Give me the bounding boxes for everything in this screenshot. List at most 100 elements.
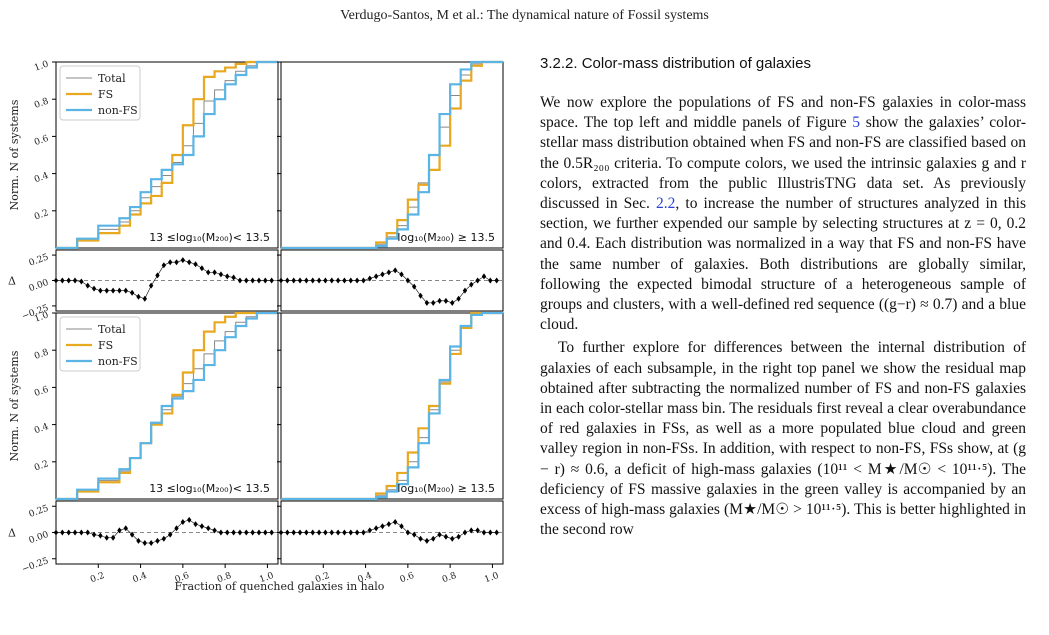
residual-point	[361, 529, 366, 536]
residual-point	[437, 297, 442, 304]
residual-point	[386, 269, 392, 276]
residual-point	[380, 523, 385, 530]
y-axis-label: Norm. N of systems	[8, 350, 21, 461]
panel-mass-label: log₁₀(M₂₀₀) ≥ 13.5	[397, 231, 495, 244]
panel-frame	[55, 312, 279, 500]
series-nonfs-line	[281, 60, 503, 250]
residual-point	[348, 529, 353, 536]
section-heading: 3.2.2. Color-mass distribution of galaxi…	[540, 55, 811, 72]
residual-point	[161, 262, 167, 269]
residual-point	[218, 529, 224, 536]
residual-point	[475, 527, 480, 534]
panel-frame	[280, 61, 504, 249]
series-total-line	[281, 312, 503, 500]
series-fs-line	[56, 60, 278, 250]
legend-label: FS	[98, 339, 113, 352]
residual-point	[110, 287, 116, 294]
residual-point	[155, 537, 160, 544]
panel-mass-label: log₁₀(M₂₀₀) ≥ 13.5	[397, 482, 495, 495]
residual-point	[367, 527, 372, 534]
residual-point	[180, 257, 186, 264]
residual-point	[456, 533, 461, 540]
residual-point	[323, 529, 328, 536]
residual-point	[329, 277, 334, 284]
residual-point	[310, 277, 315, 284]
series-fs-line	[281, 311, 503, 501]
residual-point	[66, 529, 71, 536]
legend-label: non-FS	[98, 355, 138, 368]
residual-point	[117, 527, 122, 534]
y-tick-label: 0.2	[33, 208, 50, 222]
residual-point	[386, 521, 392, 528]
residual-point	[263, 529, 268, 536]
running-head: Verdugo-Santos, M et al.: The dynamical …	[340, 8, 709, 23]
residual-point	[129, 531, 135, 538]
residual-point	[250, 529, 255, 536]
article-body: We now explore the populations of FS and…	[540, 93, 1026, 540]
residual-point	[285, 277, 290, 284]
residual-point	[405, 529, 411, 536]
legend-label: Total	[98, 323, 126, 336]
residual-point	[60, 277, 65, 284]
legend-label: Total	[98, 72, 126, 85]
residual-point	[367, 275, 372, 282]
residual-point	[79, 529, 84, 536]
residual-point	[285, 529, 290, 536]
residual-point	[431, 299, 436, 306]
residual-point	[342, 529, 347, 536]
residual-point	[244, 529, 249, 536]
residual-point	[412, 531, 417, 538]
residual-point	[462, 529, 468, 536]
residual-point	[212, 269, 217, 276]
residual-point	[148, 282, 154, 289]
residual-point	[256, 277, 262, 284]
residual-point	[187, 516, 192, 523]
x-axis-label: Fraction of quenched galaxies in halo	[175, 580, 385, 593]
residual-point	[117, 287, 122, 294]
residual-point	[167, 531, 173, 538]
residual-point	[199, 265, 205, 272]
residual-point	[354, 277, 360, 284]
x-tick-label: 0.4	[356, 571, 373, 585]
residual-point	[469, 281, 474, 288]
residual-point	[431, 535, 436, 542]
residual-point	[180, 519, 186, 525]
residual-point	[342, 277, 347, 284]
residual-point	[212, 527, 217, 534]
residual-point	[269, 277, 274, 284]
residual-point	[85, 529, 90, 536]
residual-point	[237, 277, 243, 284]
series-nonfs-line	[281, 311, 503, 501]
residual-point	[329, 529, 334, 536]
x-tick-label: 0.2	[314, 571, 331, 585]
residual-point	[399, 271, 404, 278]
y-tick-label: 0.8	[33, 348, 50, 362]
residual-point	[450, 535, 455, 542]
residual-point	[405, 277, 411, 284]
residual-point	[469, 527, 474, 534]
residual-point	[206, 269, 211, 276]
residual-point	[373, 273, 379, 280]
residual-point	[462, 287, 468, 294]
x-tick-label: 0.2	[89, 571, 106, 585]
residual-point	[161, 535, 167, 542]
residual-point	[456, 295, 461, 302]
residual-point	[174, 525, 179, 532]
residual-point	[244, 277, 249, 284]
residual-point	[291, 529, 296, 536]
residual-point	[361, 277, 366, 284]
series-fs-line	[281, 60, 503, 250]
residual-point	[66, 277, 71, 284]
residual-point	[310, 529, 315, 536]
residual-point	[155, 272, 160, 279]
residual-point	[72, 529, 78, 536]
y-tick-label: 1.0	[33, 310, 50, 324]
legend-label: FS	[98, 88, 113, 101]
x-tick-label: 0.8	[216, 571, 233, 585]
residual-point	[304, 277, 309, 284]
residual-point	[316, 529, 322, 536]
x-tick-label: 0.6	[174, 571, 191, 585]
residual-point	[79, 278, 84, 285]
residual-point	[136, 293, 141, 300]
legend-label: non-FS	[98, 104, 138, 117]
